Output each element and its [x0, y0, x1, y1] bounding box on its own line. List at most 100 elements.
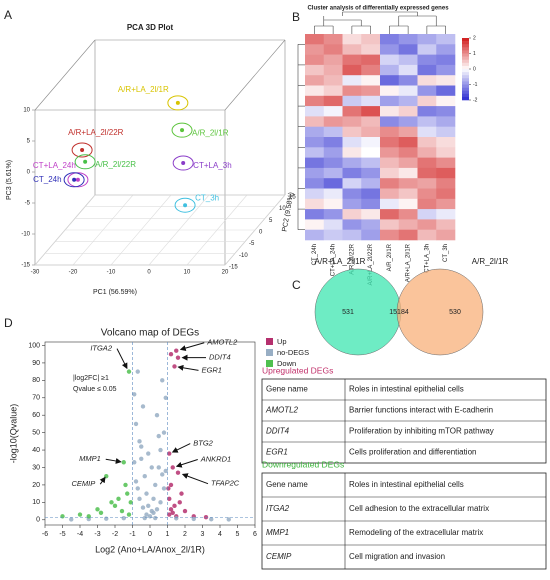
heat-cell: [380, 188, 400, 200]
heat-cell: [380, 75, 400, 86]
volcano-point: [174, 516, 179, 521]
volcano-point: [175, 470, 181, 475]
heat-cell: [361, 209, 381, 220]
plot-frame: [44, 341, 256, 526]
volcano-point: [153, 482, 158, 488]
heat-cell: [380, 157, 400, 169]
group-label: A/R_2l/1R: [192, 128, 229, 137]
y-tick-label: 20: [32, 482, 40, 489]
y-axis-label: -log10(Qvalue): [8, 404, 18, 464]
table-cell: MMP1: [266, 528, 289, 537]
heat-cell: [361, 95, 381, 107]
heat-cell: [436, 75, 456, 86]
volcano-point: [132, 392, 137, 397]
heat-cell: [380, 147, 400, 158]
volcano-point: [170, 510, 175, 515]
heat-cell: [417, 106, 437, 117]
heat-cell: [380, 95, 400, 107]
volcano-point: [69, 517, 74, 522]
group-ellipse: [63, 172, 85, 188]
heat-cell: [417, 75, 437, 86]
heat-cell: [417, 219, 437, 230]
heat-cell: [398, 54, 418, 66]
heat-cell: [305, 167, 325, 179]
colorbar-step: [462, 41, 469, 45]
heat-cell: [342, 229, 362, 241]
volcano-point: [167, 496, 172, 502]
x-axis-label: Log2 (Ano+LA/Anox_2l/1R): [95, 544, 205, 554]
pca-point: [75, 177, 80, 182]
heat-cell: [361, 64, 381, 76]
heat-cell: [342, 106, 362, 117]
heat-cell: [323, 95, 343, 107]
column-label: CT_3h: [443, 244, 449, 262]
heat-cell: [436, 95, 456, 107]
x-tick-label: 10: [184, 270, 191, 276]
heat-cell: [436, 147, 456, 158]
heat-cell: [417, 85, 437, 97]
y-tick-label: 0: [36, 517, 40, 524]
colorbar-step: [462, 62, 469, 67]
volcano-point: [60, 514, 65, 519]
volcano-point: [137, 439, 142, 444]
volcano-point: [121, 460, 126, 465]
volcano-point: [158, 447, 163, 453]
x-tick-label: -2: [112, 531, 118, 538]
gene-label: ANKRD1: [200, 454, 231, 463]
heat-cell: [305, 116, 325, 127]
table-cell: DDIT4: [266, 427, 290, 436]
chart-title: Volcano map of DEGs: [101, 328, 199, 339]
heat-cell: [436, 64, 456, 76]
heat-cell: [323, 209, 343, 220]
heat-cell: [342, 95, 362, 107]
heat-cell: [417, 167, 437, 179]
table-title: Downregulated DEGs: [262, 459, 344, 469]
heat-cell: [417, 157, 437, 169]
heat-cell: [436, 106, 456, 117]
table-cell: AMOTL2: [265, 406, 299, 415]
heat-cell: [342, 209, 362, 220]
column-label: CT+LA_24h: [331, 244, 337, 276]
volcano-point: [166, 486, 171, 491]
z-axis-label: PC3 (5.61%): [6, 160, 13, 200]
gene-label: TFAP2C: [211, 479, 240, 488]
x-tick-label: -30: [31, 270, 40, 276]
volcano-point: [151, 496, 156, 502]
heat-cell: [398, 229, 418, 241]
heat-cell: [305, 64, 325, 76]
y-tick-label: 40: [32, 447, 40, 454]
heat-cell: [342, 116, 362, 127]
heat-cell: [436, 219, 456, 230]
volcano-point: [160, 378, 165, 383]
y-tick-label: 5: [269, 218, 273, 224]
volcano-point: [161, 486, 167, 491]
heat-cell: [305, 209, 325, 220]
volcano-point: [177, 500, 182, 505]
heat-cell: [361, 178, 381, 189]
colorbar-label: -2: [473, 97, 478, 103]
y-tick-label: 80: [32, 377, 40, 384]
volcano-point: [156, 465, 161, 470]
heat-cell: [361, 219, 381, 230]
y-tick-label: -15: [229, 265, 238, 271]
heat-cell: [436, 137, 456, 148]
colorbar-step: [462, 93, 469, 98]
volcano-point: [112, 503, 118, 509]
colorbar-step: [462, 69, 469, 73]
group-ellipse: [167, 95, 189, 111]
heat-cell: [342, 219, 362, 230]
volcano-point: [175, 355, 181, 360]
heat-cell: [380, 209, 400, 220]
heat-cell: [398, 178, 418, 189]
heat-cell: [398, 85, 418, 97]
set-label: A/R_2l/1R: [472, 257, 509, 266]
table-cell: Cell migration and invasion: [349, 552, 445, 561]
volcano-point: [123, 482, 128, 488]
heat-cell: [361, 85, 381, 97]
heat-cell: [398, 75, 418, 86]
volcano-point: [142, 515, 147, 521]
z-tick-label: 0: [27, 170, 31, 176]
volcano-point: [140, 404, 146, 409]
volcano-point: [137, 496, 142, 502]
colorbar-step: [462, 87, 469, 91]
